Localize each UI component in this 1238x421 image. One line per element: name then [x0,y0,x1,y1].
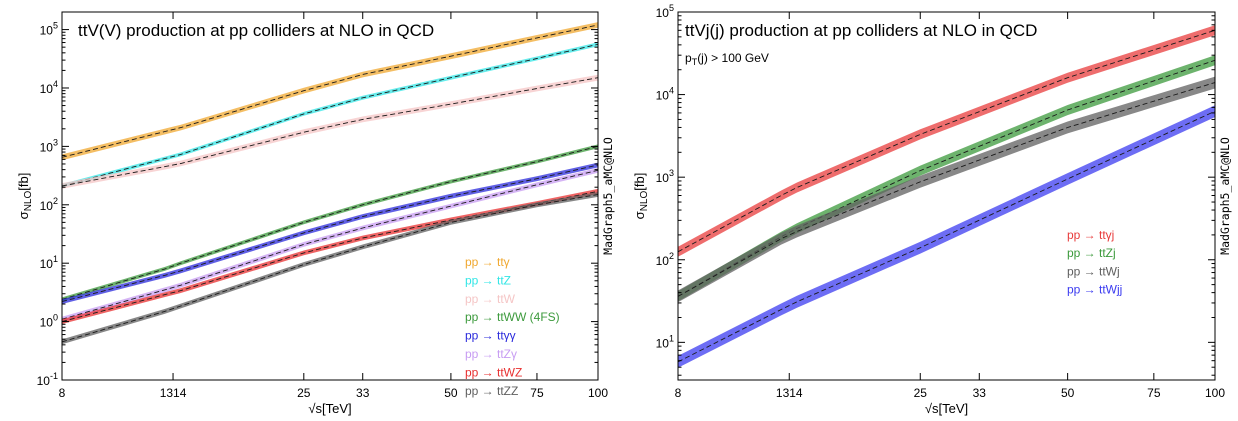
x-axis-title: √s[TeV] [308,401,351,416]
y-tick-label: 103 [40,137,58,154]
band-series-4 [678,105,1215,368]
x-tick-label: 75 [1147,386,1161,400]
line-series-2 [62,43,598,187]
x-tick-label: 8 [59,386,66,400]
watermark-label: MadGraph5_aMC@NLO [601,137,615,255]
legend-entry-3: pp → ttW [465,292,516,306]
x-tick-label: 25 [914,386,928,400]
line-series-1 [62,24,598,158]
legend-entry-4: pp → ttWW (4FS) [465,310,560,324]
line-series-6 [62,169,598,320]
y-tick-label: 10-1 [37,371,58,388]
x-tick-label: 33 [356,386,370,400]
y-tick-label: 103 [656,168,674,185]
plot-frame [677,11,1216,381]
legend-entry-7: pp → ttWZ [465,365,522,379]
line-series-3 [62,77,598,187]
x-tick-label: 1314 [160,386,187,400]
legend-entry-2: pp → ttZ [465,273,511,287]
watermark-label: MadGraph5_aMC@NLO [1218,137,1232,255]
line-series-1 [678,29,1215,253]
band-series-1 [678,25,1215,257]
x-tick-label: 75 [530,386,544,400]
y-axis-title: σNLO[fb] [632,173,650,220]
y-tick-label: 100 [40,313,58,330]
y-tick-label: 105 [40,21,58,38]
legend-entry-1: pp → ttγ [465,255,510,269]
plot-area [678,25,1215,368]
x-tick-label: 100 [1205,386,1225,400]
plot-frame [61,11,599,381]
y-tick-label: 101 [40,254,58,271]
chart-subtitle: pT(j) > 100 GeV [685,51,769,67]
chart-panel-2: 101 102 103 104 105 8 1314 25 33 50 75 100 √s[TeV] σN… [632,3,1232,416]
legend-entry-4: pp → ttWjj [1067,283,1122,297]
band-series-3 [62,74,598,189]
legend-entry-1: pp → ttγj [1067,228,1114,242]
x-tick-label: 33 [973,386,987,400]
line-series-4 [678,110,1215,363]
x-tick-label: 1314 [776,386,803,400]
line-series-4 [62,145,598,300]
x-tick-label: 50 [1061,386,1075,400]
legend-entry-6: pp → ttZγ [465,347,517,361]
y-tick-label: 102 [656,251,674,268]
chart-title: ttVj(j) production at pp colliders at NL… [685,21,1037,40]
band-series-4 [62,144,598,302]
x-tick-label: 25 [297,386,311,400]
line-series-8 [62,194,598,343]
legend-entry-2: pp → ttZj [1067,246,1116,260]
legend-entry-5: pp → ttγγ [465,329,516,343]
y-tick-label: 105 [656,3,674,20]
x-axis-title: √s[TeV] [925,401,968,416]
band-series-2 [678,55,1215,302]
y-axis-title: σNLO[fb] [16,173,34,220]
x-tick-label: 100 [588,386,608,400]
line-series-3 [678,82,1215,297]
legend-entry-8: pp → ttZZ [465,384,518,398]
chart-panel-1: 10-1 100 101 102 103 104 105 8 1314 25 33 50 75 100 √s… [16,11,615,416]
chart-title: ttV(V) production at pp colliders at NLO… [78,21,434,40]
y-tick-label: 101 [656,333,674,350]
x-tick-label: 50 [444,386,458,400]
y-tick-label: 102 [40,196,58,213]
y-tick-label: 104 [40,79,58,96]
legend-entry-3: pp → ttWj [1067,264,1120,278]
y-tick-label: 104 [656,86,674,103]
x-tick-label: 8 [675,386,682,400]
band-series-1 [62,22,598,161]
line-series-5 [62,164,598,303]
plot-area [62,22,598,345]
